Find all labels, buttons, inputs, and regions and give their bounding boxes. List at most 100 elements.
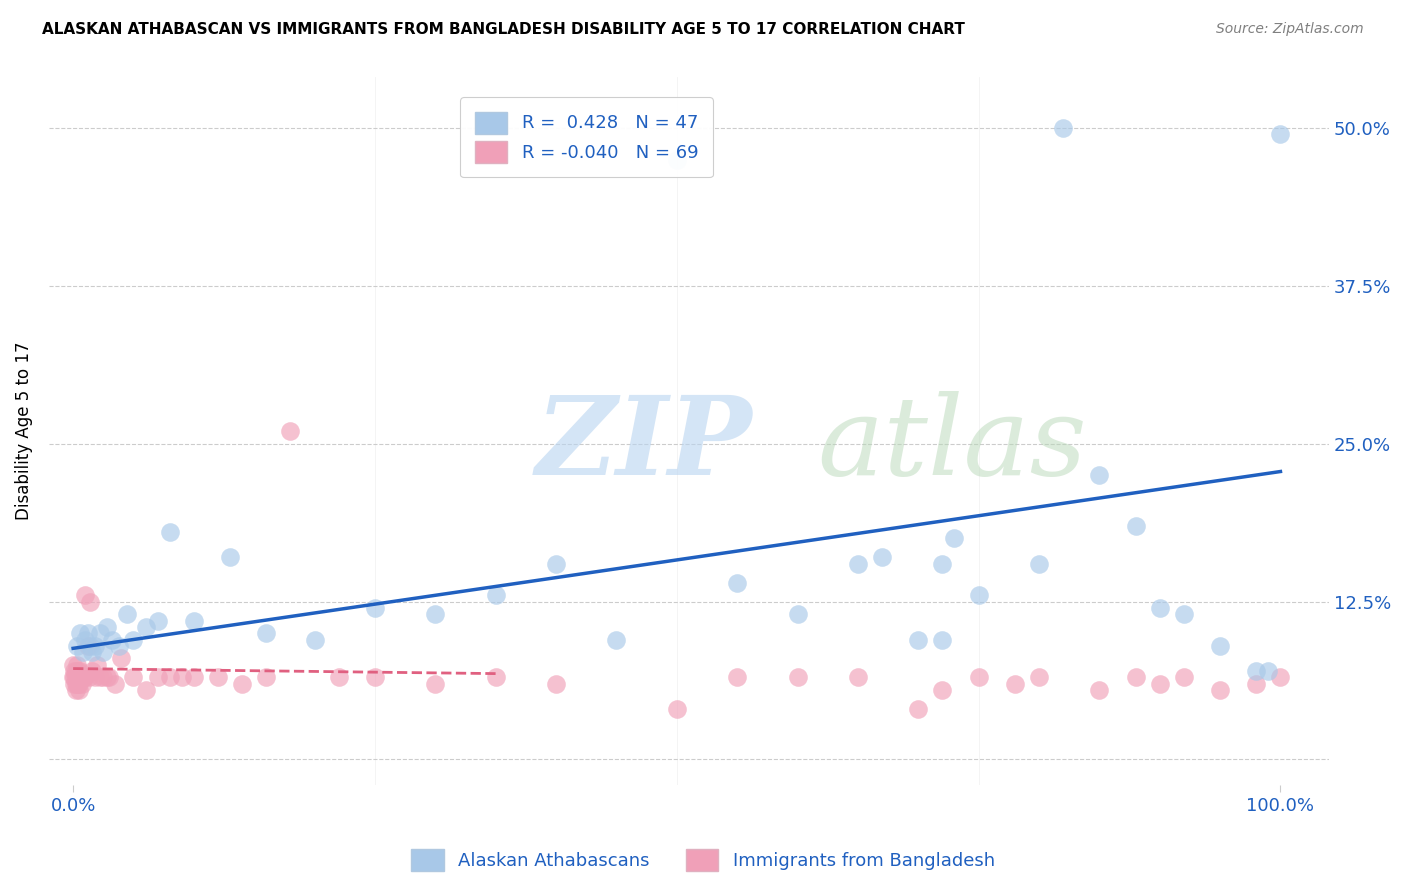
- Point: [100, 632, 122, 647]
- Legend: Alaskan Athabascans, Immigrants from Bangladesh: Alaskan Athabascans, Immigrants from Ban…: [404, 842, 1002, 879]
- Point: [485, 588, 508, 602]
- Point: [110, 651, 132, 665]
- Point: [65, 676, 87, 690]
- Point: [75, 632, 97, 647]
- Point: [63, 676, 86, 690]
- Point: [66, 670, 89, 684]
- Point: [65, 683, 87, 698]
- Point: [96, 620, 118, 634]
- Point: [425, 676, 447, 690]
- Legend: R =  0.428   N = 47, R = -0.040   N = 69: R = 0.428 N = 47, R = -0.040 N = 69: [460, 97, 713, 178]
- Point: [66, 676, 89, 690]
- Point: [65, 664, 87, 678]
- Point: [967, 588, 990, 602]
- Point: [1088, 683, 1111, 698]
- Point: [1246, 676, 1268, 690]
- Point: [135, 683, 157, 698]
- Point: [62, 657, 84, 672]
- Point: [79, 639, 101, 653]
- Point: [62, 670, 84, 684]
- Point: [1173, 670, 1195, 684]
- Point: [1088, 468, 1111, 483]
- Point: [75, 670, 97, 684]
- Point: [1257, 664, 1279, 678]
- Point: [1028, 557, 1050, 571]
- Point: [67, 683, 90, 698]
- Point: [117, 607, 139, 622]
- Point: [1270, 128, 1292, 142]
- Point: [76, 626, 98, 640]
- Point: [870, 550, 893, 565]
- Point: [425, 607, 447, 622]
- Point: [63, 664, 86, 678]
- Point: [70, 676, 93, 690]
- Point: [96, 670, 118, 684]
- Point: [1028, 670, 1050, 684]
- Point: [931, 632, 953, 647]
- Point: [328, 670, 350, 684]
- Point: [135, 620, 157, 634]
- Point: [304, 632, 326, 647]
- Point: [72, 645, 94, 659]
- Point: [83, 670, 105, 684]
- Text: ALASKAN ATHABASCAN VS IMMIGRANTS FROM BANGLADESH DISABILITY AGE 5 TO 17 CORRELAT: ALASKAN ATHABASCAN VS IMMIGRANTS FROM BA…: [42, 22, 965, 37]
- Point: [364, 601, 387, 615]
- Point: [231, 676, 253, 690]
- Point: [82, 664, 104, 678]
- Point: [89, 626, 111, 640]
- Point: [65, 670, 87, 684]
- Point: [146, 670, 169, 684]
- Point: [66, 664, 89, 678]
- Point: [364, 670, 387, 684]
- Point: [183, 670, 205, 684]
- Point: [605, 632, 627, 647]
- Point: [66, 670, 89, 684]
- Point: [846, 670, 869, 684]
- Point: [66, 676, 89, 690]
- Point: [122, 670, 145, 684]
- Point: [485, 670, 508, 684]
- Point: [254, 670, 277, 684]
- Point: [79, 594, 101, 608]
- Point: [86, 657, 108, 672]
- Point: [69, 664, 91, 678]
- Point: [1270, 670, 1292, 684]
- Point: [725, 575, 748, 590]
- Point: [665, 153, 688, 167]
- Point: [170, 670, 193, 684]
- Point: [1004, 676, 1026, 690]
- Point: [725, 670, 748, 684]
- Point: [75, 588, 97, 602]
- Point: [66, 639, 89, 653]
- Point: [207, 670, 229, 684]
- Point: [1125, 518, 1147, 533]
- Point: [108, 639, 131, 653]
- Point: [183, 614, 205, 628]
- Point: [91, 645, 114, 659]
- Point: [967, 670, 990, 684]
- Point: [1125, 670, 1147, 684]
- Point: [907, 702, 929, 716]
- Point: [66, 670, 89, 684]
- Point: [76, 639, 98, 653]
- Point: [89, 670, 111, 684]
- Point: [280, 424, 302, 438]
- Point: [67, 670, 90, 684]
- Point: [786, 670, 808, 684]
- Point: [931, 557, 953, 571]
- Point: [122, 632, 145, 647]
- Point: [63, 670, 86, 684]
- Point: [907, 632, 929, 647]
- Point: [77, 670, 100, 684]
- Point: [70, 670, 93, 684]
- Point: [1246, 664, 1268, 678]
- Point: [544, 557, 567, 571]
- Point: [72, 670, 94, 684]
- Point: [82, 645, 104, 659]
- Point: [146, 614, 169, 628]
- Point: [91, 670, 114, 684]
- Y-axis label: Disability Age 5 to 17: Disability Age 5 to 17: [15, 342, 32, 520]
- Point: [254, 626, 277, 640]
- Point: [1209, 639, 1232, 653]
- Point: [219, 550, 242, 565]
